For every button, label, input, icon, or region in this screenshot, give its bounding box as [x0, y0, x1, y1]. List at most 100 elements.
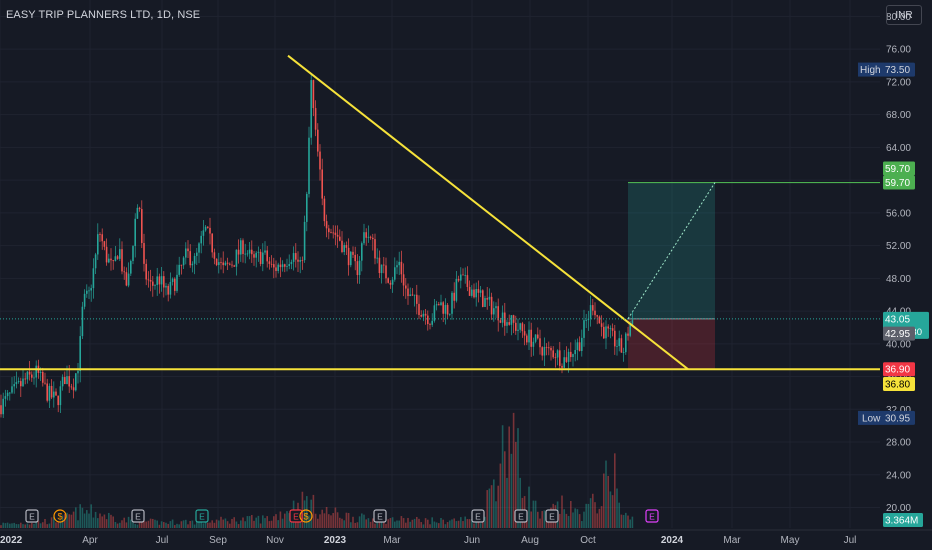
earnings-event-label: E: [649, 512, 655, 522]
candle-body: [237, 249, 240, 255]
volume-bar: [422, 524, 425, 528]
volume-bar: [402, 518, 405, 528]
volume-bar: [354, 522, 356, 528]
candle-body: [620, 338, 623, 353]
volume-bar: [185, 519, 187, 528]
candle-body: [466, 275, 469, 287]
volume-bar: [26, 523, 29, 528]
volume-bar: [325, 507, 328, 528]
volume-bar: [336, 512, 339, 528]
volume-bar: [609, 491, 612, 528]
volume-bar: [53, 517, 55, 528]
candle-body: [11, 386, 13, 393]
candle-body: [477, 289, 480, 293]
candle-body: [473, 289, 475, 298]
candle-body: [596, 315, 598, 317]
earnings-event-label: E: [199, 512, 205, 522]
candle-body: [257, 251, 260, 253]
candle-body: [431, 320, 433, 325]
candle-body: [81, 306, 84, 337]
candle-body: [99, 234, 101, 235]
candle-body: [77, 370, 79, 374]
candle-body: [530, 329, 532, 347]
candle-body: [46, 383, 48, 401]
volume-bar: [176, 523, 178, 528]
time-tick-label: Oct: [580, 535, 596, 546]
volume-bar: [198, 521, 200, 528]
volume-bar: [528, 486, 530, 528]
volume-bar: [600, 506, 603, 528]
volume-bar: [592, 493, 594, 528]
volume-bar: [42, 522, 44, 528]
candle-body: [475, 289, 477, 298]
price-tick-label: 20.00: [886, 503, 911, 514]
candle-body: [288, 264, 290, 267]
volume-bar: [629, 519, 631, 528]
volume-bar: [264, 518, 266, 528]
volume-bar: [17, 524, 20, 528]
symbol-title[interactable]: EASY TRIP PLANNERS LTD, 1D, NSE: [6, 9, 201, 21]
time-tick-label: Jun: [464, 535, 480, 546]
volume-bar: [165, 522, 167, 528]
volume-bar: [387, 519, 389, 528]
candle-body: [246, 253, 249, 255]
volume-bar: [484, 516, 486, 528]
volume-bar: [563, 509, 565, 528]
candle-body: [156, 276, 158, 285]
volume-bar: [378, 522, 381, 528]
low-price-tag-text: 30.95: [885, 413, 910, 424]
candle-body: [464, 275, 466, 276]
volume-bar: [259, 523, 262, 528]
candle-body: [119, 249, 121, 259]
volume-bar: [218, 520, 220, 528]
volume-bar: [501, 425, 504, 528]
volume-bar: [499, 463, 502, 528]
volume-bar: [105, 519, 108, 528]
candle-body: [583, 320, 585, 338]
volume-bar: [385, 523, 387, 528]
volume-bar: [486, 490, 488, 528]
volume-bar: [55, 522, 57, 528]
volume-bar: [240, 520, 242, 528]
candle-body: [490, 296, 493, 315]
candle-body: [134, 218, 136, 247]
candle-body: [391, 279, 394, 285]
volume-bar: [191, 520, 194, 528]
volume-bar: [33, 523, 35, 528]
volume-bar: [515, 441, 517, 528]
volume-bar: [339, 517, 341, 528]
candle-body: [242, 240, 244, 254]
candle-body: [442, 302, 444, 314]
candle-body: [372, 237, 374, 240]
volume-bar: [222, 519, 224, 528]
volume-bar: [589, 498, 592, 528]
time-tick-label: Aug: [521, 535, 539, 546]
volume-bar: [207, 522, 209, 528]
currency-button[interactable]: INR: [886, 5, 922, 25]
volume-bar: [460, 517, 462, 528]
candle-body: [495, 306, 497, 309]
candle-body: [332, 232, 334, 234]
candle-body: [341, 240, 343, 253]
volume-bar: [70, 514, 73, 528]
volume-bar: [347, 513, 350, 528]
volume-bar: [229, 523, 231, 528]
volume-bar: [532, 500, 535, 528]
volume-bar: [363, 514, 365, 528]
candle-body: [622, 352, 625, 353]
volume-bar: [72, 511, 75, 528]
volume-bar: [442, 519, 444, 528]
candle-body: [565, 357, 568, 362]
candle-body: [352, 251, 354, 255]
candle-body: [233, 265, 235, 267]
volume-bar: [160, 521, 163, 528]
candle-body: [510, 315, 513, 325]
candle-body: [539, 338, 541, 348]
candle-body: [158, 276, 161, 285]
candle-body: [534, 334, 537, 342]
volume-bar: [145, 521, 147, 528]
volume-bar: [372, 518, 374, 528]
candle-body: [97, 234, 99, 255]
